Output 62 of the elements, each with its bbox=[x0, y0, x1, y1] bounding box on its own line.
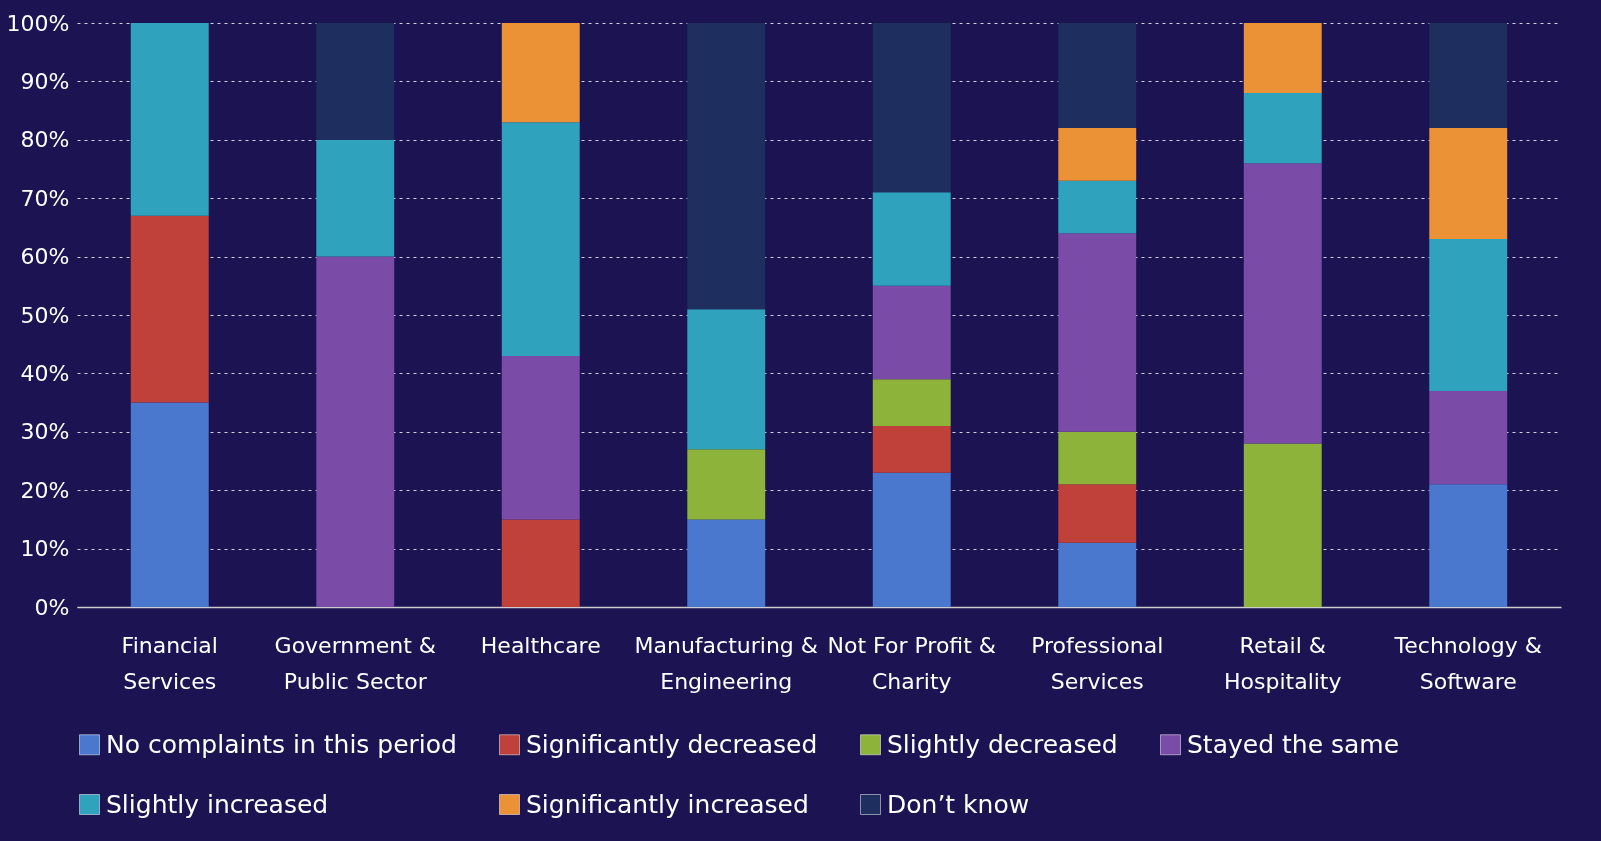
y-tick-label: 50% bbox=[20, 302, 70, 328]
legend-label: Slightly decreased bbox=[887, 729, 1118, 759]
x-tick-label: Healthcare bbox=[480, 632, 601, 658]
bar bbox=[501, 519, 580, 607]
bar bbox=[687, 449, 766, 520]
bar bbox=[130, 215, 209, 403]
x-tick-label: Government & Public Sector bbox=[274, 632, 436, 694]
bar bbox=[1429, 484, 1508, 607]
y-tick-label: 0% bbox=[34, 594, 70, 620]
y-tick-label: 30% bbox=[20, 419, 70, 445]
bar bbox=[1058, 180, 1137, 234]
y-tick-label: 100% bbox=[6, 10, 70, 36]
bar bbox=[316, 256, 395, 607]
x-tick-label: Manufacturing & Engineering bbox=[634, 632, 818, 694]
bar bbox=[1243, 443, 1322, 607]
bar bbox=[130, 402, 209, 607]
legend-label: Stayed the same bbox=[1187, 729, 1400, 759]
legend-label: Significantly decreased bbox=[526, 729, 818, 759]
y-tick-label: 20% bbox=[20, 477, 70, 503]
bar bbox=[872, 379, 951, 426]
y-tick-label: 90% bbox=[20, 68, 70, 94]
bar bbox=[872, 192, 951, 286]
y-tick-label: 60% bbox=[20, 244, 70, 270]
bar bbox=[872, 23, 951, 193]
bar bbox=[1429, 390, 1508, 485]
bar bbox=[316, 139, 395, 257]
bar bbox=[316, 23, 395, 140]
bar bbox=[501, 122, 580, 356]
y-tick-label: 80% bbox=[20, 127, 70, 153]
bar bbox=[1429, 23, 1508, 129]
legend-label: Significantly increased bbox=[526, 789, 809, 819]
bar bbox=[872, 472, 951, 607]
legend-label: No complaints in this period bbox=[106, 729, 457, 759]
legend-label: Don’t know bbox=[887, 789, 1030, 819]
bar bbox=[1058, 23, 1137, 129]
bar bbox=[687, 309, 766, 450]
bar bbox=[1243, 163, 1322, 444]
bar bbox=[1058, 542, 1137, 607]
x-tick-label: Not For Profit & Charity bbox=[827, 632, 996, 694]
bar bbox=[1058, 233, 1137, 432]
bar bbox=[1058, 484, 1137, 543]
bar bbox=[1243, 93, 1322, 164]
x-tick-label: Technology & Software bbox=[1393, 632, 1542, 694]
x-tick-label: Professional Services bbox=[1031, 632, 1164, 694]
x-tick-label: Retail & Hospitality bbox=[1223, 632, 1342, 694]
bar bbox=[1058, 431, 1137, 485]
bar bbox=[1429, 239, 1508, 391]
legend-label: Slightly increased bbox=[106, 789, 329, 819]
x-tick-label: Financial Services bbox=[121, 632, 218, 694]
bar bbox=[501, 23, 580, 123]
bar bbox=[130, 23, 209, 216]
bar bbox=[1429, 128, 1508, 240]
bar bbox=[501, 355, 580, 520]
bar bbox=[687, 519, 766, 607]
y-tick-label: 70% bbox=[20, 185, 70, 211]
y-tick-label: 40% bbox=[20, 360, 70, 386]
bar bbox=[687, 23, 766, 310]
bar bbox=[1058, 128, 1137, 181]
bar bbox=[1243, 23, 1322, 94]
bar bbox=[872, 425, 951, 473]
y-tick-label: 10% bbox=[20, 536, 70, 562]
bar bbox=[872, 285, 951, 380]
